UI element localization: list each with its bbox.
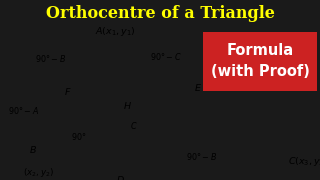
Text: $90°-C$: $90°-C$: [150, 51, 182, 62]
Text: $A(x_1, y_1)$: $A(x_1, y_1)$: [95, 25, 136, 38]
Text: Formula
(with Proof): Formula (with Proof): [211, 44, 309, 80]
Text: $90°$: $90°$: [71, 131, 86, 142]
Text: $(x_2, y_2)$: $(x_2, y_2)$: [23, 166, 54, 179]
Text: $C(x_3, y_3)$: $C(x_3, y_3)$: [288, 155, 320, 168]
Text: $D$: $D$: [116, 174, 124, 180]
Text: Orthocentre of a Triangle: Orthocentre of a Triangle: [45, 5, 275, 22]
Bar: [203, 32, 317, 91]
Text: $90°-B$: $90°-B$: [186, 151, 217, 162]
Text: $H$: $H$: [123, 100, 132, 111]
Text: $C$: $C$: [130, 120, 137, 131]
Text: $90°-B$: $90°-B$: [35, 53, 66, 64]
Text: $F$: $F$: [64, 86, 71, 97]
Text: $E$: $E$: [194, 82, 202, 93]
Text: $90°-A$: $90°-A$: [8, 105, 39, 116]
Text: $B$: $B$: [29, 144, 37, 155]
